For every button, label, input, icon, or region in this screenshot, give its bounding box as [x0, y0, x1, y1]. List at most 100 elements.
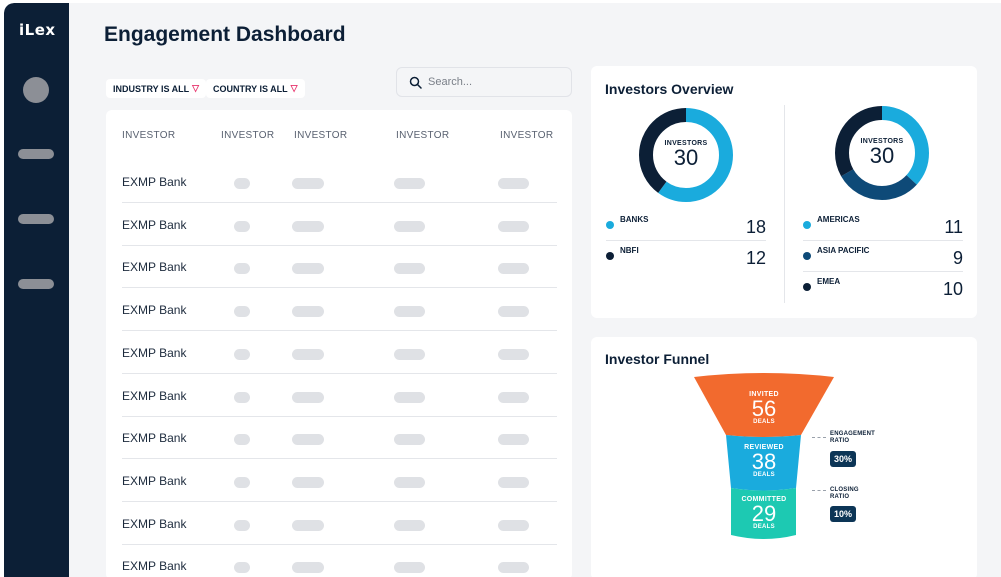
donut-center-value: 30 — [869, 143, 895, 168]
column-header[interactable]: INVESTOR — [122, 130, 176, 141]
cell-placeholder — [292, 263, 324, 275]
column-header[interactable]: INVESTOR — [221, 130, 275, 141]
legend-label: AMERICAS — [817, 215, 860, 224]
cell-placeholder — [234, 519, 250, 531]
donut-segment-asia-pacific[interactable] — [835, 106, 929, 200]
funnel-stage-2-label: REVIEWED 38 DEALS — [729, 444, 799, 478]
legend-item-americas: AMERICAS 11 — [803, 211, 963, 242]
cell-placeholder — [498, 519, 529, 531]
filter-icon: ▽ — [290, 83, 298, 93]
cell-placeholder — [394, 562, 425, 574]
donut-center: INVESTORS 30 — [656, 140, 716, 169]
filter-industry[interactable]: INDUSTRY IS ALL ▽ — [106, 79, 207, 98]
table-row[interactable]: EXMP Bank — [122, 160, 557, 203]
cell-placeholder — [498, 348, 529, 360]
cell-placeholder — [234, 348, 250, 360]
donut-center: INVESTORS 30 — [852, 138, 912, 167]
sidebar-item-1[interactable] — [18, 149, 54, 159]
search-input[interactable] — [428, 76, 568, 88]
legend-label: EMEA — [817, 277, 841, 286]
sidebar: iLex — [4, 3, 69, 577]
funnel-stage-reviewed — [726, 435, 801, 491]
cell-placeholder — [498, 263, 529, 275]
legend-dot — [606, 221, 614, 229]
table-row[interactable]: EXMP Bank — [122, 203, 557, 246]
funnel-stage-name: COMMITTED — [741, 496, 787, 503]
investor-name: EXMP Bank — [122, 217, 187, 232]
investor-name: EXMP Bank — [122, 473, 187, 488]
cell-placeholder — [292, 562, 324, 574]
divider — [803, 240, 963, 241]
avatar[interactable] — [23, 77, 49, 103]
filter-country[interactable]: COUNTRY IS ALL ▽ — [206, 79, 305, 98]
funnel-stage-invited — [694, 373, 834, 437]
table-row[interactable]: EXMP Bank — [122, 416, 557, 460]
table-row[interactable]: EXMP Bank — [122, 245, 557, 289]
donut-industry — [639, 108, 733, 202]
search-box[interactable] — [396, 67, 572, 97]
cell-placeholder — [394, 476, 425, 488]
donut-segment-nbfi[interactable] — [639, 108, 733, 202]
cell-placeholder — [292, 220, 324, 232]
sidebar-item-2[interactable] — [18, 214, 54, 224]
cell-placeholder — [498, 476, 529, 488]
donut-center-label: INVESTORS — [664, 140, 708, 147]
funnel-stage-committed — [731, 488, 796, 539]
funnel-stage-1-label: INVITED 56 DEALS — [729, 391, 799, 425]
ratio-connector — [812, 490, 826, 491]
sidebar-item-3[interactable] — [18, 279, 54, 289]
table-row[interactable]: EXMP Bank — [122, 288, 557, 332]
legend-value: 18 — [745, 217, 766, 237]
investor-name: EXMP Bank — [122, 175, 187, 189]
funnel-stage-value: 56 — [751, 396, 777, 421]
cell-placeholder — [394, 220, 425, 232]
filter-label: INDUSTRY IS ALL — [113, 83, 190, 94]
cell-placeholder — [234, 263, 250, 275]
funnel-stage-unit: DEALS — [753, 524, 775, 530]
table-row[interactable]: EXMP Bank — [122, 374, 557, 417]
donut-center-value: 30 — [673, 145, 699, 170]
cell-placeholder — [234, 476, 250, 488]
investor-name: EXMP Bank — [122, 516, 187, 531]
legend-item-nbfi: NBFI 12 — [606, 242, 766, 273]
funnel-stage-name: REVIEWED — [744, 444, 784, 451]
cell-placeholder — [394, 391, 425, 403]
table-row[interactable]: EXMP Bank — [122, 459, 557, 502]
funnel-stage-unit: DEALS — [753, 419, 775, 425]
closing-ratio-badge: 10% — [830, 506, 856, 522]
divider — [784, 105, 785, 303]
legend-dot — [803, 283, 811, 291]
column-header[interactable]: INVESTOR — [294, 130, 348, 141]
legend-label: BANKS — [620, 215, 649, 224]
legend-value: 11 — [944, 217, 963, 237]
divider — [803, 271, 963, 272]
donut-segment-emea[interactable] — [835, 106, 929, 200]
card-title: Investors Overview — [605, 81, 734, 97]
filter-label: COUNTRY IS ALL — [213, 83, 288, 94]
legend-label: ASIA PACIFIC — [817, 246, 870, 255]
cell-placeholder — [234, 391, 250, 403]
cell-placeholder — [292, 434, 324, 446]
cell-placeholder — [292, 178, 324, 189]
closing-ratio-label: CLOSING RATIO — [830, 487, 859, 500]
legend-dot — [803, 252, 811, 260]
cell-placeholder — [498, 306, 529, 318]
table-row[interactable]: EXMP Bank — [122, 502, 557, 545]
cell-placeholder — [292, 348, 324, 360]
table-row[interactable]: EXMP Bank — [122, 544, 557, 577]
cell-placeholder — [292, 306, 324, 318]
cell-placeholder — [234, 306, 250, 318]
app-logo[interactable]: iLex — [19, 21, 56, 39]
cell-placeholder — [394, 348, 425, 360]
filter-icon: ▽ — [192, 83, 200, 93]
card-title: Investor Funnel — [605, 351, 710, 367]
funnel-stage-3-label: COMMITTED 29 DEALS — [729, 496, 799, 530]
cell-placeholder — [234, 220, 250, 232]
app-frame: iLex Engagement Dashboard INDUSTRY IS AL… — [4, 3, 1001, 577]
column-header[interactable]: INVESTOR — [500, 130, 554, 141]
cell-placeholder — [498, 391, 529, 403]
table-row[interactable]: EXMP Bank — [122, 331, 557, 374]
column-header[interactable]: INVESTOR — [396, 130, 450, 141]
legend-value: 10 — [942, 279, 963, 299]
legend-item-banks: BANKS 18 — [606, 211, 766, 242]
